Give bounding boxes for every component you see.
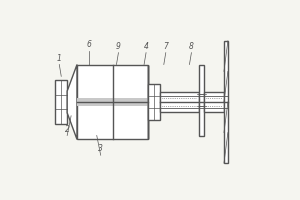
Bar (199, 64, 204, 136)
Bar (77, 98, 148, 106)
Text: 2: 2 (65, 125, 70, 134)
Text: 3: 3 (98, 144, 103, 153)
Bar (55, 80, 67, 124)
Text: 4: 4 (144, 42, 148, 51)
Bar (77, 64, 148, 139)
Text: 6: 6 (86, 40, 91, 49)
Bar (160, 92, 199, 112)
Text: 1: 1 (57, 54, 62, 63)
Text: 9: 9 (116, 42, 121, 51)
Text: 8: 8 (189, 42, 194, 51)
Bar (148, 84, 160, 120)
Bar (204, 92, 224, 112)
Polygon shape (67, 64, 77, 139)
Bar (224, 41, 228, 163)
Text: 7: 7 (163, 42, 168, 51)
